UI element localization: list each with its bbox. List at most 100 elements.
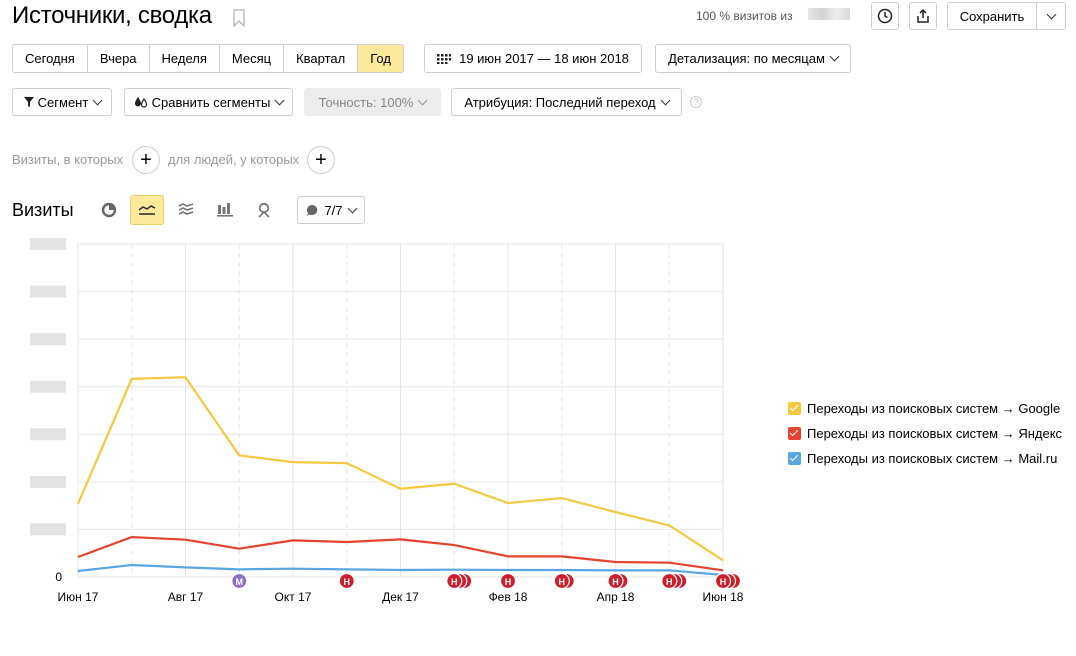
chart-legend: Переходы из поисковых систем → Google Пер…	[788, 396, 1062, 471]
map-view-button[interactable]	[247, 195, 281, 225]
column-view-button[interactable]	[208, 195, 242, 225]
people-filter-label: для людей, у которых	[168, 152, 300, 167]
period-today[interactable]: Сегодня	[13, 45, 88, 72]
y-tick-blurred	[30, 475, 66, 488]
note-marker[interactable]	[714, 572, 732, 590]
filter-icon	[23, 97, 34, 107]
legend-item[interactable]: Переходы из поисковых систем → Mail.ru	[788, 446, 1062, 471]
period-year[interactable]: Год	[358, 45, 403, 72]
date-range-picker[interactable]: 19 июн 2017 — 18 июн 2018	[424, 44, 642, 73]
clock-icon	[877, 8, 893, 24]
note-marker-letter: Н	[666, 577, 673, 587]
x-tick-label: Окт 17	[275, 590, 312, 604]
y-tick-label: 0	[55, 570, 62, 584]
comment-icon	[307, 204, 318, 216]
add-people-condition-button[interactable]: +	[307, 146, 335, 174]
y-tick-blurred	[30, 238, 66, 250]
chevron-down-icon	[660, 95, 671, 105]
note-marker-letter: М	[236, 577, 244, 587]
x-tick-label: Фев 18	[489, 590, 528, 604]
section-title: Визиты	[12, 200, 74, 220]
period-month[interactable]: Месяц	[219, 45, 285, 72]
column-chart-icon	[217, 203, 233, 217]
plus-icon: +	[315, 149, 327, 171]
series-line[interactable]	[77, 535, 724, 572]
detail-label: Детализация: по месяцам	[668, 51, 825, 66]
note-marker-letter: Н	[720, 577, 727, 587]
history-button[interactable]	[871, 2, 899, 30]
note-marker-letter: Н	[344, 577, 351, 587]
legend-item[interactable]: Переходы из поисковых систем → Google	[788, 396, 1062, 421]
accuracy-label: Точность: 100%	[318, 94, 414, 110]
note-marker[interactable]	[607, 572, 624, 590]
note-marker[interactable]	[553, 572, 570, 590]
save-options-button[interactable]	[1036, 2, 1066, 30]
y-tick-blurred	[30, 428, 66, 441]
stacked-view-button[interactable]	[169, 195, 203, 225]
share-icon	[917, 8, 929, 23]
x-tick-label: Июн 17	[58, 590, 99, 604]
note-marker[interactable]	[446, 572, 463, 590]
y-tick-blurred	[30, 285, 66, 298]
note-marker[interactable]	[231, 572, 248, 590]
note-marker-letter: Н	[451, 577, 458, 587]
stacked-area-icon	[178, 203, 194, 215]
accuracy-dropdown[interactable]: Точность: 100%	[304, 88, 441, 116]
series-line[interactable]	[76, 376, 724, 562]
legend-checkbox[interactable]	[788, 402, 801, 415]
map-pin-icon	[258, 202, 270, 218]
line-chart-icon	[138, 205, 156, 215]
period-week[interactable]: Неделя	[149, 45, 220, 72]
period-quarter[interactable]: Квартал	[284, 45, 359, 72]
visits-percent-label: 100 % визитов из	[696, 9, 793, 23]
x-tick-label: Дек 17	[382, 590, 419, 604]
y-tick-blurred	[30, 333, 66, 346]
legend-label: Переходы из поисковых систем → Яндекс	[807, 426, 1063, 441]
notes-count: 7/7	[324, 202, 343, 218]
period-yesterday[interactable]: Вчера	[87, 45, 150, 72]
date-range-label: 19 июн 2017 — 18 июн 2018	[459, 51, 629, 66]
blurred-counter-name	[808, 8, 850, 20]
calendar-icon	[437, 53, 452, 64]
x-tick-label: Авг 17	[168, 590, 204, 604]
series-line[interactable]	[77, 563, 724, 577]
legend-checkbox[interactable]	[788, 427, 801, 440]
period-selector: Сегодня Вчера Неделя Месяц Квартал Год	[12, 44, 404, 73]
pie-chart-icon	[101, 202, 117, 218]
pie-view-button[interactable]	[92, 195, 126, 225]
detail-dropdown[interactable]: Детализация: по месяцам	[655, 44, 851, 73]
note-marker-letter: Н	[559, 577, 566, 587]
legend-checkbox[interactable]	[788, 452, 801, 465]
note-marker-letter: Н	[505, 577, 512, 587]
chevron-down-icon	[829, 51, 840, 62]
help-icon[interactable]: ?	[690, 96, 702, 108]
export-button[interactable]	[909, 2, 937, 30]
visits-filter-label: Визиты, в которых	[12, 152, 124, 167]
legend-item[interactable]: Переходы из поисковых систем → Яндекс	[788, 421, 1062, 446]
chevron-down-icon	[274, 95, 285, 105]
x-tick-label: Апр 18	[597, 590, 635, 604]
note-marker-letter: Н	[612, 577, 619, 587]
compare-segments-button[interactable]: Сравнить сегменты	[124, 88, 293, 116]
attribution-dropdown[interactable]: Атрибуция: Последний переход	[451, 88, 682, 116]
note-marker[interactable]	[661, 572, 678, 590]
segment-label: Сегмент	[37, 94, 89, 110]
bookmark-icon[interactable]	[232, 9, 246, 27]
add-visits-condition-button[interactable]: +	[132, 146, 160, 174]
compare-drops-icon	[134, 97, 147, 108]
plus-icon: +	[140, 149, 152, 171]
chevron-down-icon	[347, 203, 357, 213]
line-view-button[interactable]	[130, 195, 164, 225]
segment-button[interactable]: Сегмент	[12, 88, 112, 116]
chevron-down-icon	[92, 95, 103, 105]
notes-toggle-button[interactable]: 7/7	[297, 196, 365, 224]
chevron-down-icon	[417, 95, 428, 105]
chevron-down-icon	[1046, 9, 1056, 19]
compare-label: Сравнить сегменты	[151, 94, 271, 110]
save-button[interactable]: Сохранить	[947, 2, 1037, 30]
attribution-label: Атрибуция: Последний переход	[464, 94, 656, 110]
note-marker[interactable]	[338, 572, 355, 590]
note-marker[interactable]	[499, 572, 517, 590]
legend-label: Переходы из поисковых систем → Google	[807, 401, 1061, 416]
x-tick-label: Июн 18	[703, 590, 744, 604]
